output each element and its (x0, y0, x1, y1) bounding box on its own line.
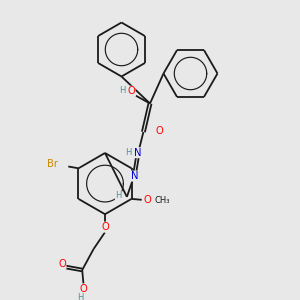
Text: O: O (155, 126, 163, 136)
Text: O: O (58, 259, 66, 269)
Text: H: H (115, 191, 122, 200)
Text: N: N (131, 171, 138, 181)
Text: O: O (127, 86, 135, 96)
Text: H: H (77, 293, 84, 300)
Text: H: H (119, 86, 125, 95)
Text: O: O (80, 284, 88, 294)
Text: Br: Br (47, 159, 58, 169)
Text: O: O (144, 194, 152, 205)
Text: CH₃: CH₃ (155, 196, 170, 205)
Text: H: H (125, 148, 132, 157)
Text: O: O (101, 222, 109, 232)
Text: N: N (134, 148, 142, 158)
